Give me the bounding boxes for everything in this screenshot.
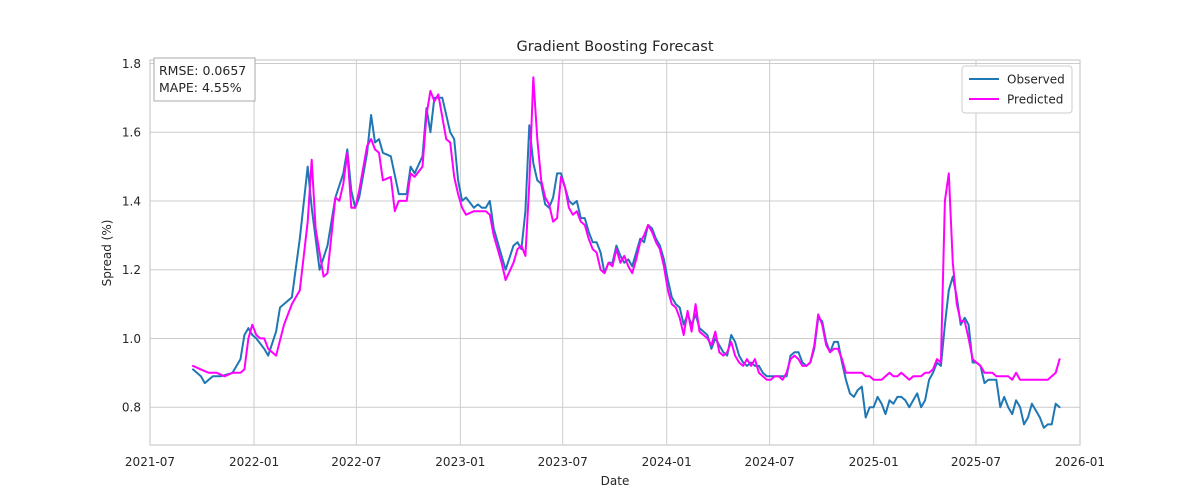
y-tick-label: 0.8 bbox=[122, 401, 141, 415]
plot-frame bbox=[149, 59, 1081, 446]
series-line-predicted bbox=[192, 76, 1061, 381]
grid-lines bbox=[149, 60, 1081, 445]
metrics-box-frame bbox=[153, 57, 256, 102]
x-tick-label: 2026-01 bbox=[1055, 455, 1105, 469]
y-axis-label: Spread (%) bbox=[100, 220, 114, 287]
y-tick-label: 1.6 bbox=[122, 126, 141, 140]
legend-frame bbox=[961, 65, 1073, 114]
x-tick-label: 2022-07 bbox=[331, 455, 381, 469]
x-tick-label: 2025-07 bbox=[951, 455, 1001, 469]
x-tick-label: 2023-07 bbox=[538, 455, 588, 469]
y-tick-label: 1.2 bbox=[122, 263, 141, 277]
x-tick-label: 2023-01 bbox=[435, 455, 485, 469]
chart-title: Gradient Boosting Forecast bbox=[516, 39, 713, 55]
legend-label-observed: Observed bbox=[1007, 73, 1065, 87]
y-tick-label: 1.0 bbox=[122, 332, 141, 346]
y-tick-labels: 0.8 1.0 1.2 1.4 1.6 1.8 bbox=[122, 57, 141, 415]
y-tick-label: 1.4 bbox=[122, 194, 141, 208]
legend: Observed Predicted bbox=[961, 65, 1073, 114]
x-tick-label: 2022-01 bbox=[229, 455, 279, 469]
rmse-text: RMSE: 0.0657 bbox=[159, 63, 246, 78]
x-axis-label: Date bbox=[601, 474, 630, 488]
metrics-box: RMSE: 0.0657 MAPE: 4.55% bbox=[153, 57, 256, 102]
y-tick-label: 1.8 bbox=[122, 57, 141, 71]
x-tick-label: 2025-01 bbox=[849, 455, 899, 469]
x-tick-labels: 2021-07 2022-01 2022-07 2023-01 2023-07 2024-… bbox=[125, 455, 1105, 469]
x-tick-label: 2024-01 bbox=[642, 455, 692, 469]
mape-text: MAPE: 4.55% bbox=[159, 80, 242, 95]
legend-label-predicted: Predicted bbox=[1007, 93, 1063, 107]
x-tick-label: 2021-07 bbox=[125, 455, 175, 469]
series-line-observed bbox=[192, 96, 1061, 429]
series-layer bbox=[192, 76, 1061, 429]
x-tick-label: 2024-07 bbox=[745, 455, 795, 469]
